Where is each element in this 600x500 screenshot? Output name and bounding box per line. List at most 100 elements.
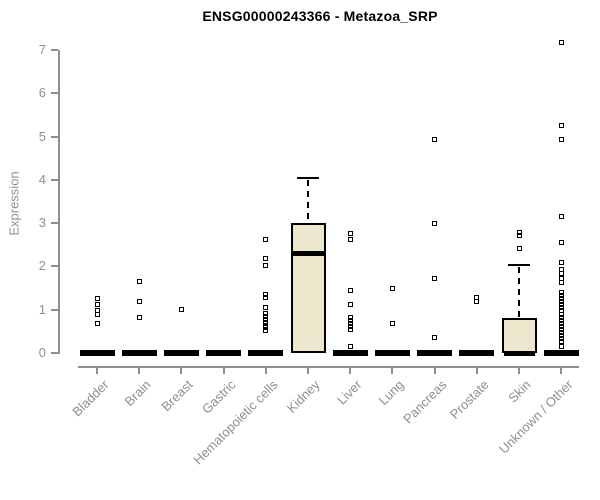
outlier-point bbox=[558, 267, 564, 273]
collapsed-box-bar bbox=[374, 350, 410, 356]
outlier-point bbox=[263, 313, 269, 319]
median-line bbox=[292, 250, 324, 256]
outlier-point bbox=[263, 325, 269, 331]
outlier-point bbox=[516, 245, 522, 251]
outlier-point bbox=[347, 314, 353, 320]
outlier-point bbox=[558, 302, 564, 308]
outlier-point bbox=[558, 320, 564, 326]
outlier-point bbox=[558, 338, 564, 344]
outlier-point bbox=[558, 335, 564, 341]
outlier-point bbox=[347, 317, 353, 323]
outlier-point bbox=[558, 280, 564, 286]
outlier-point bbox=[389, 320, 395, 326]
collapsed-box-bar bbox=[543, 350, 579, 356]
outlier-point bbox=[432, 335, 438, 341]
outlier-point bbox=[558, 270, 564, 276]
chart-title: ENSG00000243366 - Metazoa_SRP bbox=[202, 8, 438, 24]
outlier-point bbox=[558, 326, 564, 332]
outlier-point bbox=[558, 329, 564, 335]
outlier-point bbox=[136, 299, 142, 305]
outlier-point bbox=[474, 298, 480, 304]
x-axis-line bbox=[78, 366, 579, 368]
collapsed-box-bar bbox=[248, 350, 284, 356]
outlier-point bbox=[263, 310, 269, 316]
outlier-point bbox=[347, 326, 353, 332]
outlier-point bbox=[347, 344, 353, 350]
x-axis-tick bbox=[518, 367, 520, 374]
outlier-point bbox=[558, 344, 564, 350]
outlier-point bbox=[558, 123, 564, 129]
x-axis-tick bbox=[138, 367, 141, 374]
outlier-point bbox=[558, 137, 564, 143]
outlier-point bbox=[558, 260, 564, 266]
collapsed-box-bar bbox=[79, 350, 115, 356]
outlier-point bbox=[347, 231, 353, 237]
median-line bbox=[503, 350, 535, 356]
x-axis-tick bbox=[180, 367, 183, 374]
whisker-line bbox=[518, 267, 520, 319]
y-axis-tick bbox=[51, 352, 58, 354]
whisker-cap bbox=[508, 264, 530, 267]
outlier-point bbox=[516, 233, 522, 239]
y-tick-label: 2 bbox=[38, 258, 46, 274]
x-axis-tick bbox=[475, 367, 478, 374]
y-tick-label: 0 bbox=[38, 345, 46, 360]
y-axis-line bbox=[58, 50, 60, 354]
outlier-point bbox=[558, 305, 564, 311]
outlier-point bbox=[389, 285, 395, 291]
outlier-point bbox=[432, 137, 438, 143]
x-axis-tick bbox=[560, 367, 563, 374]
outlier-point bbox=[94, 312, 100, 318]
outlier-point bbox=[558, 296, 564, 302]
outlier-point bbox=[136, 278, 142, 284]
outlier-point bbox=[558, 308, 564, 314]
y-axis-tick bbox=[51, 92, 58, 95]
outlier-point bbox=[263, 294, 269, 300]
outlier-point bbox=[178, 307, 184, 313]
y-axis-label: Expression bbox=[6, 171, 22, 236]
outlier-point bbox=[558, 311, 564, 317]
y-axis-tick bbox=[51, 222, 58, 225]
outlier-point bbox=[263, 304, 269, 310]
outlier-point bbox=[347, 301, 353, 307]
collapsed-box-bar bbox=[459, 350, 495, 356]
outlier-point bbox=[94, 307, 100, 313]
outlier-point bbox=[263, 316, 269, 322]
outlier-point bbox=[136, 314, 142, 320]
y-tick-label: 5 bbox=[38, 128, 46, 144]
outlier-point bbox=[558, 239, 564, 245]
outlier-point bbox=[263, 262, 269, 268]
outlier-point bbox=[558, 293, 564, 299]
outlier-point bbox=[94, 301, 100, 307]
x-axis-tick bbox=[264, 367, 267, 374]
collapsed-box-bar bbox=[121, 350, 157, 356]
outlier-point bbox=[94, 320, 100, 326]
y-tick-label: 1 bbox=[38, 301, 46, 317]
outlier-point bbox=[558, 214, 564, 220]
outlier-point bbox=[558, 317, 564, 323]
outlier-point bbox=[558, 314, 564, 320]
outlier-point bbox=[432, 275, 438, 281]
outlier-point bbox=[347, 287, 353, 293]
box bbox=[290, 223, 326, 353]
y-axis-tick bbox=[51, 178, 58, 181]
collapsed-box-bar bbox=[417, 350, 453, 356]
y-tick-label: 3 bbox=[38, 215, 46, 231]
outlier-point bbox=[347, 323, 353, 329]
whisker-line bbox=[307, 179, 309, 224]
outlier-point bbox=[432, 221, 438, 227]
outlier-point bbox=[558, 275, 564, 281]
x-axis-tick bbox=[307, 367, 309, 374]
x-axis-tick bbox=[222, 367, 225, 374]
outlier-point bbox=[263, 255, 269, 261]
collapsed-box-bar bbox=[206, 350, 242, 356]
y-tick-label: 7 bbox=[38, 41, 46, 57]
box bbox=[501, 318, 537, 353]
y-axis-tick bbox=[51, 308, 58, 311]
y-axis-tick bbox=[51, 135, 58, 138]
outlier-point bbox=[558, 299, 564, 305]
outlier-point bbox=[263, 322, 269, 328]
outlier-point bbox=[263, 236, 269, 242]
outlier-point bbox=[347, 237, 353, 243]
